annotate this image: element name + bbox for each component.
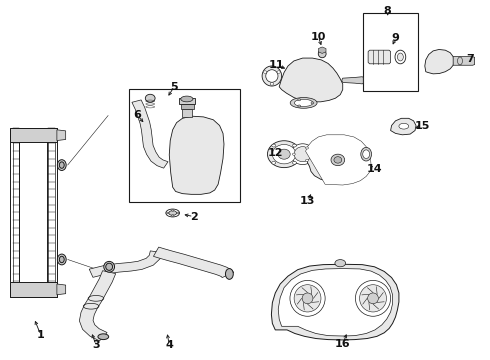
- Polygon shape: [453, 57, 475, 65]
- Polygon shape: [308, 138, 367, 182]
- Ellipse shape: [106, 263, 113, 270]
- Ellipse shape: [331, 154, 344, 166]
- Ellipse shape: [294, 285, 321, 312]
- Ellipse shape: [268, 141, 301, 168]
- Text: 4: 4: [165, 340, 173, 350]
- Polygon shape: [306, 135, 371, 185]
- Ellipse shape: [270, 83, 273, 85]
- Polygon shape: [425, 49, 454, 74]
- Ellipse shape: [360, 285, 387, 312]
- Text: 5: 5: [171, 82, 178, 92]
- Ellipse shape: [172, 210, 174, 211]
- Ellipse shape: [306, 159, 309, 162]
- Ellipse shape: [181, 96, 193, 102]
- Ellipse shape: [361, 147, 371, 161]
- Ellipse shape: [334, 157, 342, 163]
- Ellipse shape: [311, 102, 314, 104]
- Text: 2: 2: [190, 212, 197, 221]
- Text: 3: 3: [92, 340, 100, 350]
- Text: 13: 13: [300, 196, 315, 206]
- Ellipse shape: [399, 123, 409, 129]
- Polygon shape: [342, 77, 363, 84]
- Ellipse shape: [59, 256, 64, 263]
- Ellipse shape: [272, 161, 276, 164]
- Ellipse shape: [146, 94, 155, 102]
- Text: 12: 12: [268, 148, 283, 158]
- Text: 6: 6: [134, 111, 142, 121]
- Ellipse shape: [355, 280, 391, 316]
- Polygon shape: [153, 247, 234, 278]
- Ellipse shape: [266, 70, 278, 82]
- Text: 10: 10: [311, 32, 326, 41]
- Ellipse shape: [57, 160, 66, 171]
- Ellipse shape: [176, 212, 179, 214]
- Bar: [129, 89, 240, 202]
- Bar: [363, 13, 418, 91]
- Bar: [10, 282, 57, 297]
- Ellipse shape: [293, 161, 296, 164]
- Polygon shape: [57, 130, 66, 140]
- Ellipse shape: [290, 98, 317, 108]
- Ellipse shape: [166, 209, 179, 217]
- Ellipse shape: [272, 144, 276, 147]
- Text: 14: 14: [367, 164, 382, 174]
- Ellipse shape: [264, 71, 267, 73]
- Polygon shape: [279, 58, 343, 102]
- Ellipse shape: [225, 269, 233, 279]
- Ellipse shape: [172, 215, 174, 216]
- Ellipse shape: [278, 149, 290, 159]
- Ellipse shape: [318, 50, 326, 58]
- Bar: [180, 104, 194, 109]
- Text: 9: 9: [392, 33, 399, 43]
- Ellipse shape: [306, 147, 309, 149]
- Ellipse shape: [59, 162, 64, 168]
- Text: 1: 1: [37, 330, 45, 340]
- Polygon shape: [132, 100, 168, 168]
- Ellipse shape: [395, 50, 406, 64]
- Ellipse shape: [272, 144, 296, 164]
- Ellipse shape: [335, 260, 345, 267]
- Text: 15: 15: [414, 121, 430, 131]
- Ellipse shape: [262, 66, 282, 86]
- Ellipse shape: [368, 293, 378, 304]
- Ellipse shape: [363, 150, 369, 158]
- Text: 7: 7: [466, 54, 474, 64]
- Polygon shape: [318, 47, 326, 53]
- Ellipse shape: [293, 144, 296, 147]
- Ellipse shape: [104, 261, 115, 272]
- Text: 11: 11: [269, 60, 285, 70]
- Ellipse shape: [298, 105, 301, 107]
- Polygon shape: [278, 269, 392, 336]
- Ellipse shape: [277, 71, 280, 73]
- Bar: [179, 98, 195, 104]
- Bar: [19, 132, 47, 293]
- Polygon shape: [89, 251, 162, 277]
- Polygon shape: [57, 284, 66, 295]
- Polygon shape: [368, 50, 391, 64]
- Text: 8: 8: [384, 6, 392, 16]
- Ellipse shape: [302, 293, 313, 304]
- Ellipse shape: [294, 147, 311, 162]
- Bar: [10, 128, 57, 142]
- Polygon shape: [271, 264, 399, 340]
- Ellipse shape: [169, 211, 176, 215]
- Polygon shape: [79, 271, 116, 341]
- Ellipse shape: [167, 212, 169, 214]
- Bar: [182, 109, 192, 117]
- Ellipse shape: [57, 254, 66, 265]
- Ellipse shape: [294, 99, 313, 107]
- Ellipse shape: [293, 153, 295, 155]
- Polygon shape: [391, 118, 416, 135]
- Ellipse shape: [290, 280, 325, 316]
- Ellipse shape: [291, 144, 315, 165]
- Ellipse shape: [397, 53, 403, 61]
- Bar: [10, 128, 57, 297]
- Ellipse shape: [298, 99, 301, 101]
- Polygon shape: [169, 116, 224, 194]
- Ellipse shape: [98, 334, 109, 339]
- Text: 16: 16: [335, 339, 350, 349]
